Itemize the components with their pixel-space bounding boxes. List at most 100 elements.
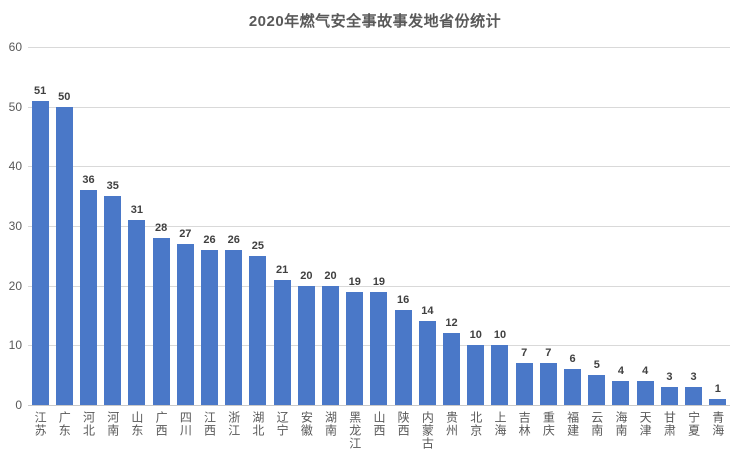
bar-value-label: 4: [617, 365, 625, 378]
bar-value-label: 51: [33, 84, 47, 97]
y-axis-labels: 0 10 20 30 40 50 60: [0, 41, 28, 411]
bar: [709, 399, 727, 405]
x-axis-label: 河北: [81, 411, 96, 437]
y-tick-label: 50: [8, 99, 22, 114]
bar-cell: 28 广西: [149, 47, 173, 437]
x-axis-label: 浙江: [226, 411, 241, 437]
bar: [636, 381, 654, 405]
bar-value-label: 26: [203, 233, 216, 246]
bar: [539, 363, 557, 405]
bar-value-label: 3: [690, 371, 697, 384]
x-axis-label: 北京: [468, 411, 483, 437]
x-axis-label: 黑龙江: [347, 411, 362, 450]
bar: [418, 321, 436, 405]
x-axis-label: 江苏: [33, 411, 48, 437]
bar: [588, 375, 606, 405]
x-axis-label: 贵州: [444, 411, 459, 437]
bar-cell: 50 广东: [52, 47, 76, 437]
x-axis-label: 重庆: [541, 411, 556, 437]
bar-value-label: 10: [469, 329, 482, 342]
x-axis-label: 湖南: [323, 411, 338, 437]
plot-area: 51 江苏 50 广东 36 河北 35 河南 31 山东 28 广西 27 四川 26 江西 26 浙江 25 湖北…: [28, 47, 730, 450]
x-axis-label: 山东: [129, 411, 144, 437]
bar-value-label: 6: [569, 353, 576, 366]
bar-value-label: 7: [545, 347, 552, 360]
bar: [660, 387, 678, 405]
chart-title: 2020年燃气安全事故事发地省份统计: [248, 13, 502, 30]
bar-value-label: 16: [397, 293, 410, 306]
x-axis-label: 辽宁: [275, 411, 290, 437]
bar-cell: 27 四川: [173, 47, 197, 437]
bar-value-label: 3: [666, 371, 673, 384]
x-axis-label: 上海: [492, 411, 507, 437]
bar-value-label: 14: [421, 305, 434, 318]
bar-cell: 4 天津: [633, 47, 657, 437]
bar: [491, 345, 509, 405]
x-axis-label: 安徽: [299, 411, 314, 437]
x-axis-label: 吉林: [517, 411, 532, 437]
bar: [612, 381, 630, 405]
bar-value-label: 20: [300, 269, 313, 282]
bar: [55, 106, 73, 405]
bar-cell: 20 安徽: [294, 47, 318, 437]
x-axis-label: 陕西: [396, 411, 411, 437]
bar-cell: 19 黑龙江: [343, 47, 367, 450]
bar-cell: 26 江西: [197, 47, 221, 437]
bar: [685, 387, 703, 405]
x-axis-label: 江西: [202, 411, 217, 437]
bar-value-label: 25: [251, 239, 265, 252]
x-axis-label: 甘肃: [662, 411, 677, 437]
bar: [467, 345, 485, 405]
bar-value-label: 1: [714, 383, 721, 396]
bar-cell: 19 山西: [367, 47, 391, 437]
x-axis-label: 河南: [105, 411, 120, 437]
x-axis-label: 四川: [178, 411, 193, 437]
bar-cell: 31 山东: [125, 47, 149, 437]
bar: [80, 190, 97, 405]
bar-value-label: 7: [521, 347, 528, 360]
bar-cell: 16 陕西: [391, 47, 415, 437]
bar-cell: 3 甘肃: [657, 47, 681, 437]
bar-cell: 7 吉林: [512, 47, 536, 437]
bar: [31, 100, 49, 405]
bar: [201, 249, 219, 405]
gridline: [28, 285, 730, 287]
x-axis-label: 天津: [638, 411, 653, 437]
bar: [515, 363, 533, 405]
y-tick-label: 0: [15, 398, 22, 412]
bar-cell: 5 云南: [585, 47, 609, 437]
bar-value-label: 26: [227, 233, 240, 246]
bar-cell: 14 内蒙古: [415, 47, 439, 450]
bar-value-label: 31: [130, 204, 144, 217]
bar: [370, 291, 388, 405]
bar-cell: 20 湖南: [318, 47, 342, 437]
bar: [297, 285, 315, 405]
bar: [322, 285, 340, 405]
bar-value-label: 27: [179, 227, 192, 240]
bar-cell: 3 宁夏: [681, 47, 705, 437]
bar-cell: 21 辽宁: [270, 47, 294, 437]
bar: [176, 243, 194, 405]
bar-value-label: 5: [593, 359, 600, 372]
bar: [225, 249, 243, 405]
bar-value-label: 12: [445, 317, 458, 330]
bar-cell: 7 重庆: [536, 47, 560, 437]
bar: [443, 333, 461, 405]
bar: [104, 196, 122, 405]
bar-value-label: 36: [82, 174, 95, 187]
bar: [273, 279, 291, 405]
bar-value-label: 19: [348, 275, 361, 288]
bar-cell: 51 江苏: [28, 47, 52, 437]
x-axis-label: 云南: [589, 411, 604, 437]
bar-value-label: 20: [324, 269, 337, 282]
bar: [346, 291, 364, 405]
y-tick-label: 60: [8, 40, 22, 54]
bar-cell: 25 湖北: [246, 47, 270, 437]
bars-row: 51 江苏 50 广东 36 河北 35 河南 31 山东 28 广西 27 四川 26 江西 26 浙江 25 湖北…: [28, 47, 730, 450]
bar-value-label: 50: [58, 90, 71, 103]
y-tick-label: 40: [8, 159, 22, 174]
bar-value-label: 28: [154, 221, 168, 234]
x-axis-line: [28, 405, 730, 406]
bar: [152, 237, 170, 405]
